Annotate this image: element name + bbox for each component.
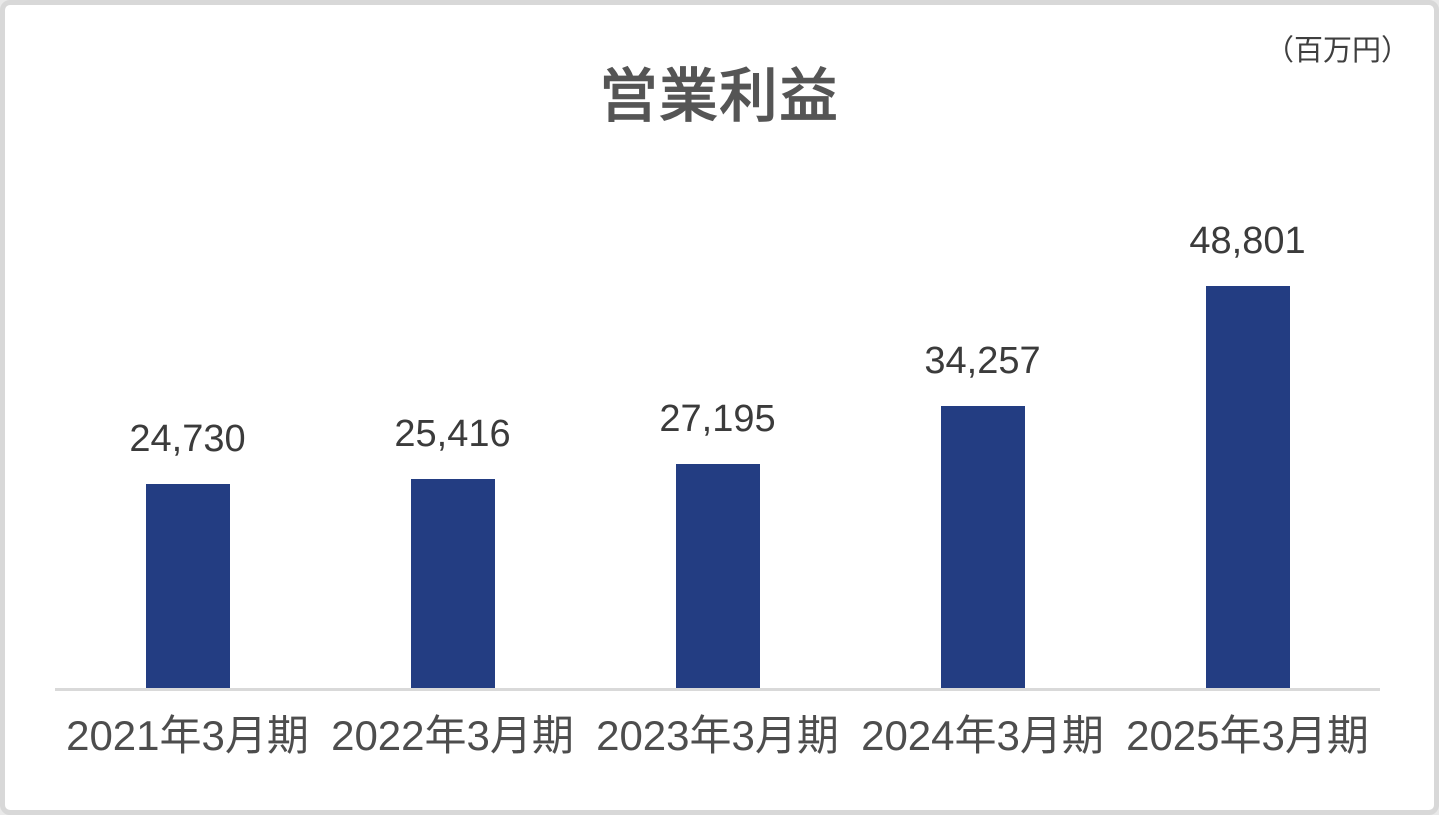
- chart-title: 営業利益: [599, 64, 840, 129]
- bar-slot: 25,416: [320, 155, 585, 688]
- plot-area: 24,730 25,416 27,195 34,257 48,801: [55, 155, 1380, 691]
- bar: [940, 406, 1025, 688]
- unit-label: （百万円）: [1264, 35, 1410, 67]
- bar-slot: 48,801: [1115, 155, 1380, 688]
- bar: [675, 464, 760, 688]
- bar: [410, 479, 495, 688]
- x-axis-tick-label: 2025年3月期: [1126, 712, 1369, 759]
- bar-value-label: 34,257: [924, 340, 1041, 383]
- bar: [1205, 286, 1290, 688]
- x-axis-tick-label: 2024年3月期: [861, 712, 1104, 759]
- bar-slot: 24,730: [55, 155, 320, 688]
- bar-slot: 27,195: [585, 155, 850, 688]
- bar-value-label: 24,730: [129, 418, 246, 461]
- bar-value-label: 25,416: [394, 413, 511, 456]
- x-axis-tick-label: 2022年3月期: [331, 712, 574, 759]
- x-axis: 2021年3月期 2022年3月期 2023年3月期 2024年3月期 2025年3月期: [55, 711, 1380, 781]
- x-axis-tick-label: 2021年3月期: [66, 712, 309, 759]
- bar-value-label: 48,801: [1189, 220, 1306, 263]
- x-axis-tick-label: 2023年3月期: [596, 712, 839, 759]
- bar-slot: 34,257: [850, 155, 1115, 688]
- bar-value-label: 27,195: [659, 398, 776, 441]
- bar: [145, 484, 230, 688]
